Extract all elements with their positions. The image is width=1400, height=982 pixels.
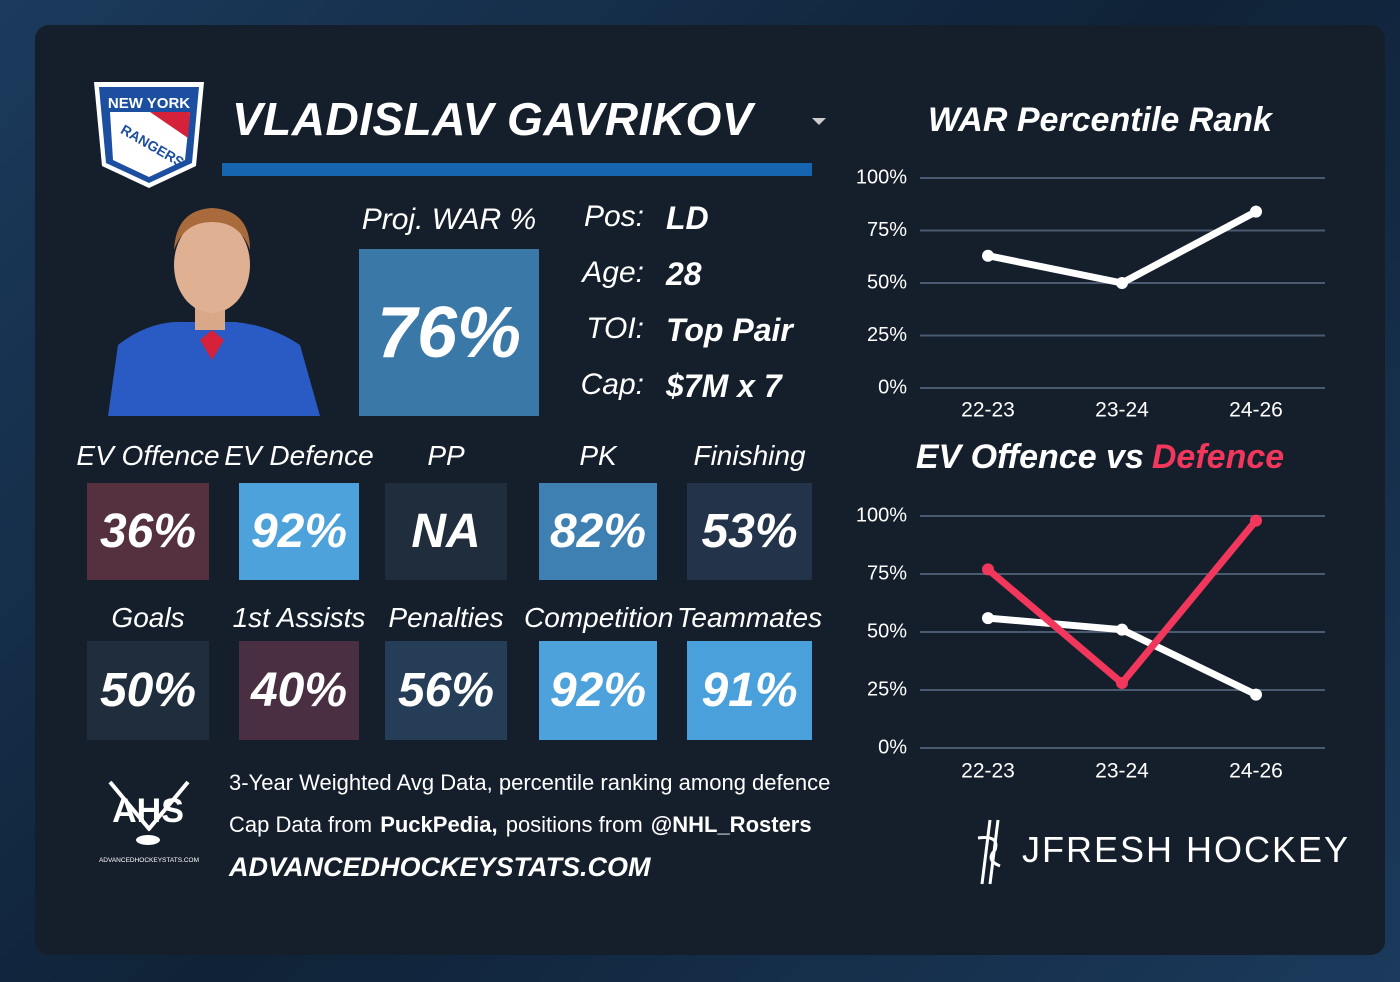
footer-text: Cap Data from — [229, 812, 373, 837]
dropdown-caret[interactable] — [812, 118, 826, 125]
info-value: 28 — [666, 256, 702, 292]
tile-value: 92% — [239, 483, 359, 580]
point — [1250, 688, 1262, 701]
y-tick-label: 0% — [878, 376, 907, 398]
tile-label: 1st Assists — [232, 602, 366, 633]
tile-label: EV Offence — [76, 440, 220, 471]
y-tick-label: 50% — [867, 620, 907, 642]
footer-source: @NHL_Rosters — [650, 812, 812, 837]
ahs-url: ADVANCEDHOCKEYSTATS.COM — [99, 857, 199, 864]
y-tick-label: 75% — [867, 219, 907, 241]
brand-mark — [977, 819, 1001, 885]
footer-line1: 3-Year Weighted Avg Data, percentile ran… — [229, 770, 831, 795]
y-tick-label: 25% — [867, 324, 907, 346]
tile-label: Teammates — [676, 602, 823, 633]
tile-label: Competition — [524, 602, 674, 633]
tile-label: PP — [427, 440, 465, 471]
chart-title-part: Defence — [1152, 438, 1284, 476]
ahs-logo: AHS ADVANCEDHOCKEYSTATS.COM — [99, 780, 199, 864]
tile-label: Finishing — [693, 440, 806, 471]
footer-source: PuckPedia, — [380, 812, 498, 837]
team-logo: NEW YORK RANGERS — [94, 82, 204, 188]
point — [1116, 677, 1128, 690]
tile-value: 40% — [239, 641, 359, 740]
tile-value: NA — [385, 483, 507, 580]
info-label: TOI: — [586, 312, 644, 345]
logo-top: NEW YORK — [108, 95, 190, 112]
y-tick-label: 100% — [856, 166, 907, 188]
y-tick-label: 0% — [878, 736, 907, 758]
point — [1250, 205, 1262, 218]
point — [982, 249, 994, 262]
x-tick-label: 23-24 — [1095, 760, 1149, 783]
y-tick-label: 100% — [856, 504, 907, 526]
y-tick-label: 75% — [867, 562, 907, 584]
info-label: Age: — [582, 256, 644, 289]
series-line — [985, 518, 1259, 687]
info-label: Cap: — [580, 368, 644, 401]
chart-title: WAR Percentile Rank — [928, 101, 1274, 139]
info-value: Top Pair — [666, 312, 793, 348]
proj-war-value: 76% — [359, 249, 539, 416]
player-photo — [108, 208, 320, 416]
tile-value: 91% — [687, 641, 812, 740]
tile-value: 36% — [87, 483, 209, 580]
tile-value: 56% — [385, 641, 507, 740]
footer-line2: Cap Data from PuckPedia, positions from … — [229, 812, 814, 838]
footer-url[interactable]: ADVANCEDHOCKEYSTATS.COM — [229, 852, 651, 882]
x-tick-label: 22-23 — [961, 399, 1015, 422]
tile-label: PK — [579, 440, 617, 471]
chart-title-part: EV Offence vs — [916, 438, 1144, 476]
tile-value: 50% — [87, 641, 209, 740]
proj-war-label: Proj. WAR % — [361, 203, 537, 236]
chart-title: EV Offence vs Defence — [916, 438, 1284, 476]
series-line — [987, 208, 1258, 287]
x-tick-label: 24-26 — [1229, 399, 1283, 422]
info-value: LD — [666, 200, 709, 236]
x-tick-label: 22-23 — [961, 760, 1015, 783]
x-tick-label: 24-26 — [1229, 760, 1283, 783]
tile-label: Penalties — [388, 602, 504, 633]
x-tick-label: 23-24 — [1095, 399, 1149, 422]
tile-value: 82% — [539, 483, 657, 580]
footer-text: positions from — [505, 812, 643, 837]
tile-label: EV Defence — [224, 440, 374, 471]
info-value: $7M x 7 — [666, 368, 782, 404]
player-name: VLADISLAV GAVRIKOV — [232, 93, 753, 145]
tile-label: Goals — [111, 602, 185, 633]
point — [982, 563, 994, 576]
tile-value: 53% — [687, 483, 812, 580]
point — [1116, 277, 1128, 289]
point — [1250, 514, 1262, 527]
tile-value: 92% — [539, 641, 657, 740]
y-tick-label: 25% — [867, 678, 907, 700]
name-underline — [222, 163, 812, 176]
ahs-text: AHS — [112, 792, 184, 830]
y-tick-label: 50% — [867, 271, 907, 293]
brand: JFRESH HOCKEY — [1022, 829, 1350, 870]
point — [982, 612, 994, 625]
info-label: Pos: — [583, 200, 644, 233]
point — [1116, 623, 1128, 636]
